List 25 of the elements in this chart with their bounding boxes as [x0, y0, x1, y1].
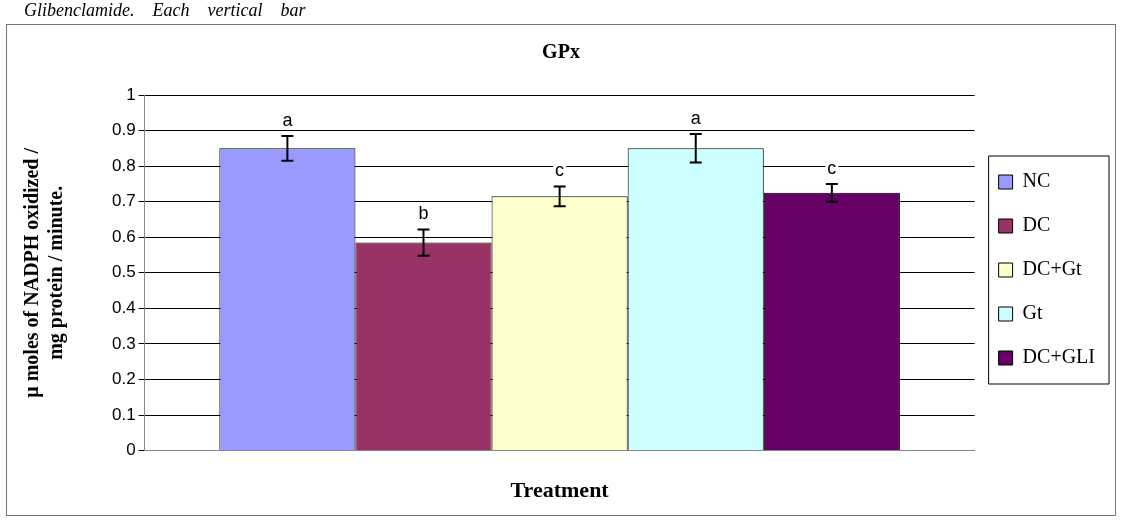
legend-label: NC — [1022, 169, 1051, 192]
text: Glibenclamide. Each vertical bar — [23, 0, 307, 22]
y-tick-label: 0.4 — [111, 298, 136, 318]
y-tick-label: 0.2 — [111, 369, 136, 389]
legend-label: DC+GLI — [1022, 345, 1096, 368]
y-tick-label: 0.8 — [111, 155, 136, 175]
annotation: c — [555, 160, 565, 181]
x-axis-title: Treatment — [510, 477, 610, 503]
annotation: b — [418, 203, 429, 224]
y-tick-label: 0.6 — [111, 226, 136, 246]
y-tick-label: 0.3 — [111, 333, 136, 353]
annotation: c — [827, 157, 837, 178]
y-tick-label: 0.9 — [111, 120, 136, 140]
y-tick-label: 0.1 — [111, 404, 136, 424]
legend-label: DC+Gt — [1022, 257, 1083, 280]
y-tick-label: 0 — [126, 440, 136, 460]
legend-label: Gt — [1022, 301, 1044, 324]
y-axis-title: μ moles of NADPH oxidized / mg protein / minute. — [20, 147, 68, 398]
chart-title: GPx — [542, 40, 580, 63]
annotation: a — [690, 108, 702, 129]
annotation: a — [282, 109, 294, 130]
legend-label: DC — [1022, 213, 1051, 236]
y-tick-label: 1 — [126, 84, 136, 104]
y-tick-label: 0.7 — [111, 191, 136, 211]
y-tick-label: 0.5 — [111, 262, 136, 282]
